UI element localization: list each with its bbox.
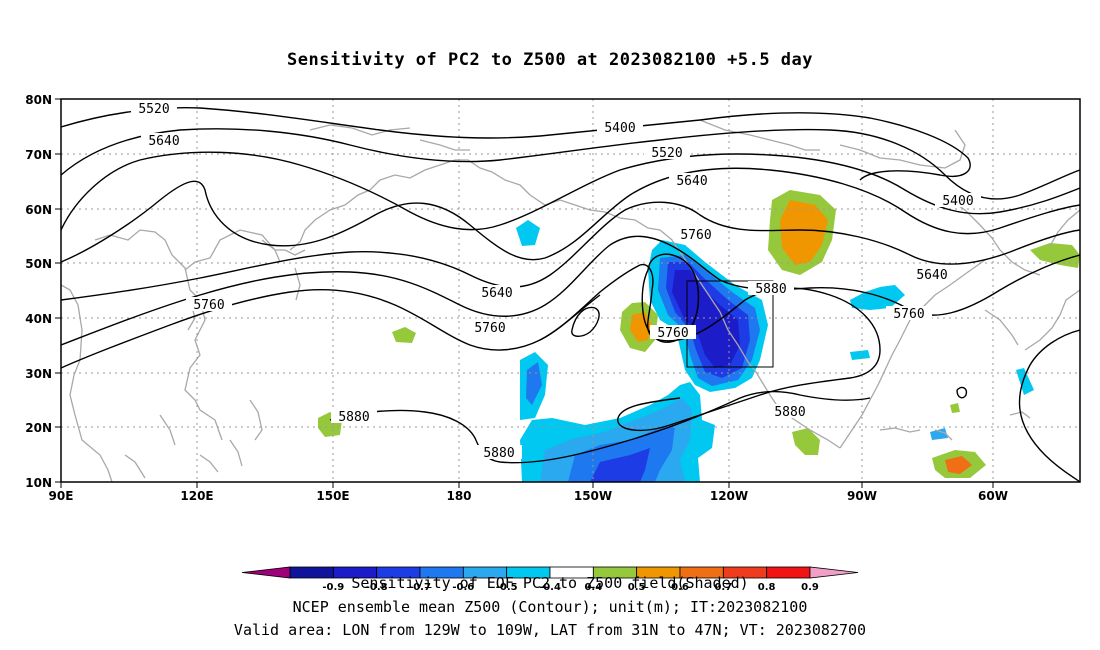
contour-label: 5760 <box>893 307 924 322</box>
lon-label: 90E <box>49 489 74 503</box>
colorbar-label: -0.5 <box>496 582 518 593</box>
colorbar-label: 0.8 <box>758 582 776 593</box>
positive-region-pacific-nw-core <box>630 312 652 342</box>
latitude-labels: 80N 70N 60N 50N 40N 30N 20N 10N <box>25 93 52 490</box>
lon-label: 120E <box>180 489 213 503</box>
lat-label: 20N <box>25 421 52 435</box>
colorbar-label: -0.8 <box>366 582 388 593</box>
negative-region-westcoast-deep <box>672 270 740 368</box>
contour-label: 5760 <box>680 228 711 243</box>
colorbar-label: 0.6 <box>671 582 689 593</box>
contour-labels: 5520 5640 5400 5520 5640 5400 5760 5880 … <box>131 101 981 461</box>
colorbar: -0.9 -0.8 -0.7 -0.6 -0.5 -0.4 0.4 0.5 0.6 0.7 0.8 0… <box>241 566 859 593</box>
colorbar-label: -0.4 <box>539 582 561 593</box>
negative-patch-caribbean <box>930 428 948 440</box>
contour-label: 5760 <box>193 298 224 313</box>
tick-marks <box>55 98 994 488</box>
contour-label: 5520 <box>651 146 682 161</box>
lon-label: 180 <box>446 489 471 503</box>
contour-label: 5880 <box>774 405 805 420</box>
contour-label: 5640 <box>148 134 179 149</box>
lat-label: 60N <box>25 203 52 217</box>
positive-patch-northeast <box>1030 243 1080 268</box>
contour-label: 5640 <box>676 174 707 189</box>
lat-label: 80N <box>25 93 52 107</box>
lon-label: 150W <box>574 489 612 503</box>
map-title: Sensitivity of PC2 to Z500 at 2023082100… <box>286 50 813 70</box>
contour-label: 5880 <box>755 282 786 297</box>
colorbar-label: 0.5 <box>628 582 646 593</box>
longitude-labels: 90E 120E 150E 180 150W 120W 90W 60W <box>49 489 1008 503</box>
colorbar-high-triangle <box>809 566 859 579</box>
negative-region-tropical-core <box>568 425 675 482</box>
map-frame <box>60 98 1081 483</box>
lon-label: 60W <box>978 489 1008 503</box>
colorbar-label: 0.7 <box>714 582 732 593</box>
contour-label: 5760 <box>657 326 688 341</box>
lon-label: 120W <box>710 489 748 503</box>
contour-label: 5640 <box>916 268 947 283</box>
positive-patch-caribbean-core <box>945 456 972 474</box>
lat-label: 30N <box>25 367 52 381</box>
colorbar-label: 0.4 <box>584 582 602 593</box>
contour-label: 5880 <box>483 446 514 461</box>
colorbar-label: -0.7 <box>409 582 431 593</box>
colorbar-label: 0.9 <box>801 582 819 593</box>
positive-patch-mexico <box>792 428 820 455</box>
lon-label: 90W <box>847 489 877 503</box>
negative-region-tropical-deep <box>590 448 650 482</box>
lat-label: 40N <box>25 312 52 326</box>
grid-lines <box>61 99 1080 482</box>
colorbar-label: -0.9 <box>322 582 344 593</box>
footer-contour-caption: NCEP ensemble mean Z500 (Contour); unit(… <box>292 598 808 616</box>
lat-label: 70N <box>25 148 52 162</box>
colorbar-label: -0.6 <box>452 582 474 593</box>
footer-valid-area: Valid area: LON from 129W to 109W, LAT f… <box>233 621 867 639</box>
lat-label: 10N <box>25 476 52 490</box>
positive-region-canada-core <box>780 200 828 265</box>
contour-label: 5400 <box>942 194 973 209</box>
valid-area-box <box>686 280 774 368</box>
contour-label: 5760 <box>474 321 505 336</box>
negative-patch-gulf <box>850 350 870 360</box>
contour-label: 5880 <box>338 410 369 425</box>
negative-patch-atlantic <box>1016 368 1034 395</box>
contour-label: 5640 <box>481 286 512 301</box>
positive-patch-small <box>950 403 960 413</box>
negative-patch-aleutian <box>516 220 540 246</box>
negative-patch-greatlakes <box>850 285 905 310</box>
positive-patch-pacific <box>392 327 416 343</box>
lat-label: 50N <box>25 257 52 271</box>
footer-shading-caption: Sensitivity of EOF PC2 to Z500 field(Sha… <box>351 574 749 592</box>
contour-label: 5520 <box>138 102 169 117</box>
lon-label: 150E <box>316 489 349 503</box>
contour-label: 5400 <box>604 121 635 136</box>
